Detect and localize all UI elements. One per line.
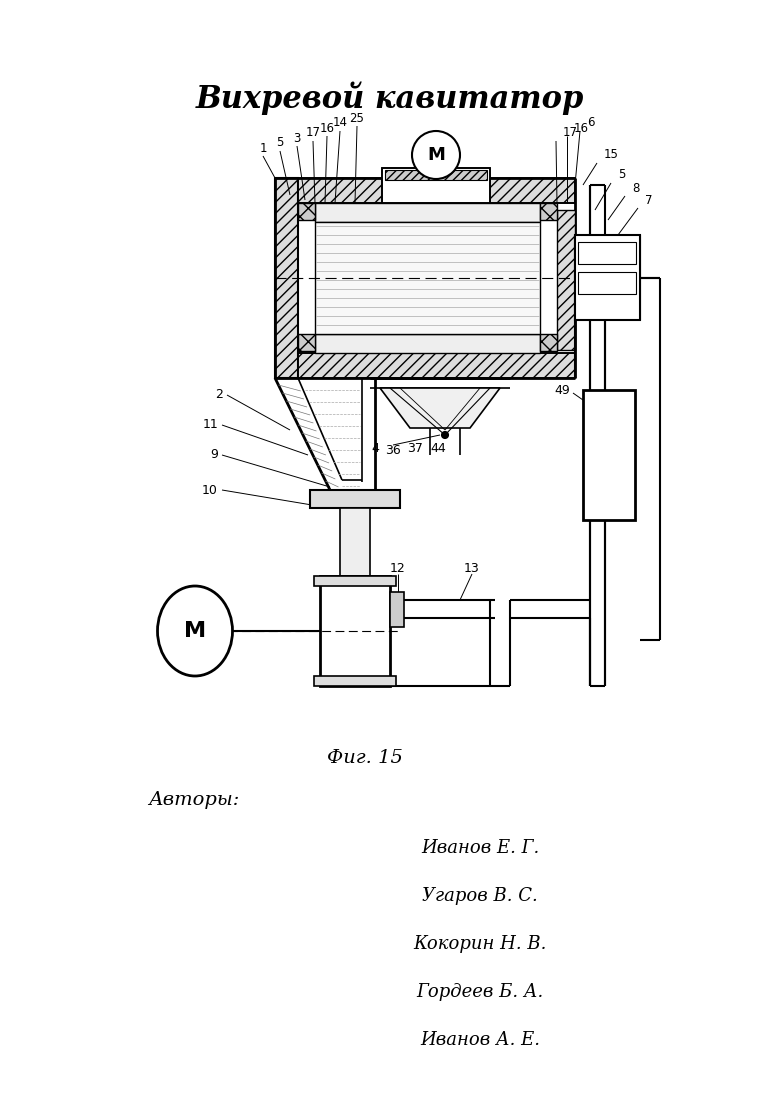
Text: 13: 13 [464,561,480,575]
Text: 14: 14 [332,117,348,129]
Bar [315,222,540,334]
Bar [315,203,540,222]
Bar [578,242,636,264]
Bar [315,334,540,353]
Circle shape [412,131,460,179]
Text: 44: 44 [430,441,446,454]
Text: 15: 15 [604,149,619,161]
Text: М: М [427,146,445,164]
Text: 2: 2 [215,388,223,401]
Bar [575,235,640,320]
Bar [275,178,298,378]
Bar [298,178,575,203]
Text: Кокорин Н. В.: Кокорин Н. В. [413,935,547,953]
Circle shape [441,431,448,439]
Text: 6: 6 [587,117,594,129]
Ellipse shape [158,586,232,676]
Bar [540,203,557,219]
Text: 10: 10 [202,483,218,496]
Text: Иванов Е. Г.: Иванов Е. Г. [421,839,539,857]
Text: Авторы:: Авторы: [148,791,239,808]
Text: 17: 17 [306,127,321,139]
Bar [298,334,315,351]
Text: 3: 3 [293,131,300,144]
Bar [310,490,400,508]
Text: 7: 7 [645,193,653,206]
Text: 25: 25 [349,111,364,125]
Text: М: М [184,621,206,641]
Text: Гордеев Б. А.: Гордеев Б. А. [417,983,544,1002]
Text: 8: 8 [632,182,640,194]
Bar [578,272,636,295]
Text: 12: 12 [390,561,406,575]
Polygon shape [380,388,500,428]
Bar [314,576,396,586]
Text: Вихревой кавитатор: Вихревой кавитатор [196,82,584,115]
Bar [340,508,370,576]
Bar [298,353,575,378]
Text: 37: 37 [407,441,423,454]
Text: 9: 9 [210,449,218,461]
Text: Фиг. 15: Фиг. 15 [327,749,403,767]
Bar [320,576,390,686]
Bar [314,676,396,686]
Text: 16: 16 [574,121,589,135]
Bar [298,203,315,219]
Text: 11: 11 [202,418,218,431]
Text: 49: 49 [555,384,570,396]
Text: Угаров В. С.: Угаров В. С. [422,887,538,904]
Bar [390,592,404,627]
Bar [557,210,575,350]
Bar [382,168,490,203]
Text: 1: 1 [259,141,267,154]
Text: 5: 5 [276,137,284,150]
Bar [382,168,490,203]
Text: Иванов А. Е.: Иванов А. Е. [420,1031,540,1049]
Text: 4: 4 [371,441,379,454]
Text: 36: 36 [385,443,401,457]
Text: 16: 16 [320,121,335,135]
Bar [583,390,635,520]
Text: 5: 5 [618,169,626,182]
Text: 17: 17 [563,127,578,139]
Bar [385,170,487,180]
Bar [540,334,557,351]
